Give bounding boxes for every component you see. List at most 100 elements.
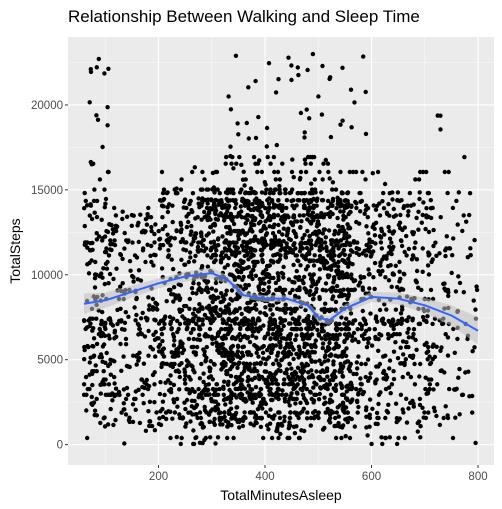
data-point <box>133 407 138 412</box>
data-point <box>346 326 351 331</box>
data-point <box>232 198 237 204</box>
data-point <box>282 418 287 424</box>
data-point <box>441 415 446 421</box>
data-point <box>217 386 222 392</box>
data-point <box>220 341 225 347</box>
data-point <box>264 263 270 269</box>
data-point <box>321 329 326 334</box>
data-point <box>223 161 228 166</box>
data-point <box>237 306 242 311</box>
data-point <box>149 224 154 230</box>
data-point <box>273 378 279 383</box>
data-point <box>286 374 291 380</box>
data-point <box>176 326 181 332</box>
data-point <box>141 401 146 406</box>
data-point <box>285 228 290 234</box>
data-point <box>171 266 176 272</box>
data-point <box>315 327 320 333</box>
data-point <box>343 434 348 439</box>
data-point <box>257 376 262 382</box>
data-point <box>272 336 278 341</box>
data-point <box>350 262 355 267</box>
data-point <box>159 327 164 332</box>
data-point <box>427 382 433 387</box>
data-point <box>375 319 380 324</box>
data-point <box>201 371 206 376</box>
data-point <box>445 415 451 421</box>
data-point <box>307 116 312 121</box>
data-point <box>85 435 90 441</box>
data-point <box>391 349 397 354</box>
data-point <box>340 203 346 208</box>
data-point <box>384 254 389 259</box>
data-point <box>125 392 131 397</box>
data-point <box>333 353 338 358</box>
data-point <box>223 292 228 297</box>
data-point <box>344 359 350 364</box>
data-point <box>210 187 215 192</box>
data-point <box>400 339 406 344</box>
data-point <box>455 222 460 227</box>
data-point <box>112 359 117 364</box>
data-point <box>126 418 132 423</box>
data-point <box>265 384 270 389</box>
data-point <box>213 405 218 410</box>
data-point <box>240 277 245 282</box>
data-point <box>470 349 475 354</box>
data-point <box>204 305 210 310</box>
data-point <box>306 314 311 319</box>
data-point <box>147 303 152 308</box>
data-point <box>340 354 345 359</box>
data-point <box>311 258 316 263</box>
data-point <box>198 240 203 245</box>
data-point <box>417 396 423 402</box>
data-point <box>241 369 247 374</box>
data-point <box>388 391 393 396</box>
data-point <box>169 257 174 262</box>
data-point <box>157 391 163 397</box>
data-point <box>414 347 419 352</box>
data-point <box>277 238 282 243</box>
data-point <box>229 415 235 421</box>
data-point <box>319 325 325 330</box>
data-point <box>325 383 330 388</box>
data-point <box>136 323 142 328</box>
data-point <box>338 200 343 205</box>
data-point <box>278 345 283 350</box>
data-point <box>195 244 201 250</box>
data-point <box>238 269 243 274</box>
data-point <box>152 370 157 375</box>
data-point <box>160 414 166 420</box>
data-point <box>287 403 292 408</box>
data-point <box>194 344 200 350</box>
data-point <box>106 281 111 286</box>
data-point <box>294 410 299 416</box>
data-point <box>325 198 331 204</box>
data-point <box>179 177 184 182</box>
data-point <box>294 333 299 338</box>
data-point <box>123 310 128 315</box>
data-point <box>213 216 218 222</box>
data-point <box>165 209 171 215</box>
data-point <box>162 392 167 398</box>
data-point <box>442 281 447 286</box>
data-point <box>239 162 244 167</box>
data-point <box>230 187 236 192</box>
data-point <box>386 336 391 341</box>
data-point <box>252 361 257 367</box>
data-point <box>306 207 312 213</box>
data-point <box>168 235 174 240</box>
data-point <box>344 384 349 389</box>
data-point <box>282 287 288 292</box>
data-point <box>331 362 336 367</box>
data-point <box>229 252 235 257</box>
data-point <box>355 410 360 415</box>
data-point <box>140 310 145 316</box>
data-point <box>183 406 188 412</box>
data-point <box>234 405 240 410</box>
data-point <box>319 237 324 243</box>
data-point <box>149 228 154 234</box>
data-point <box>197 302 202 307</box>
data-point <box>349 204 354 209</box>
data-point <box>213 441 218 446</box>
